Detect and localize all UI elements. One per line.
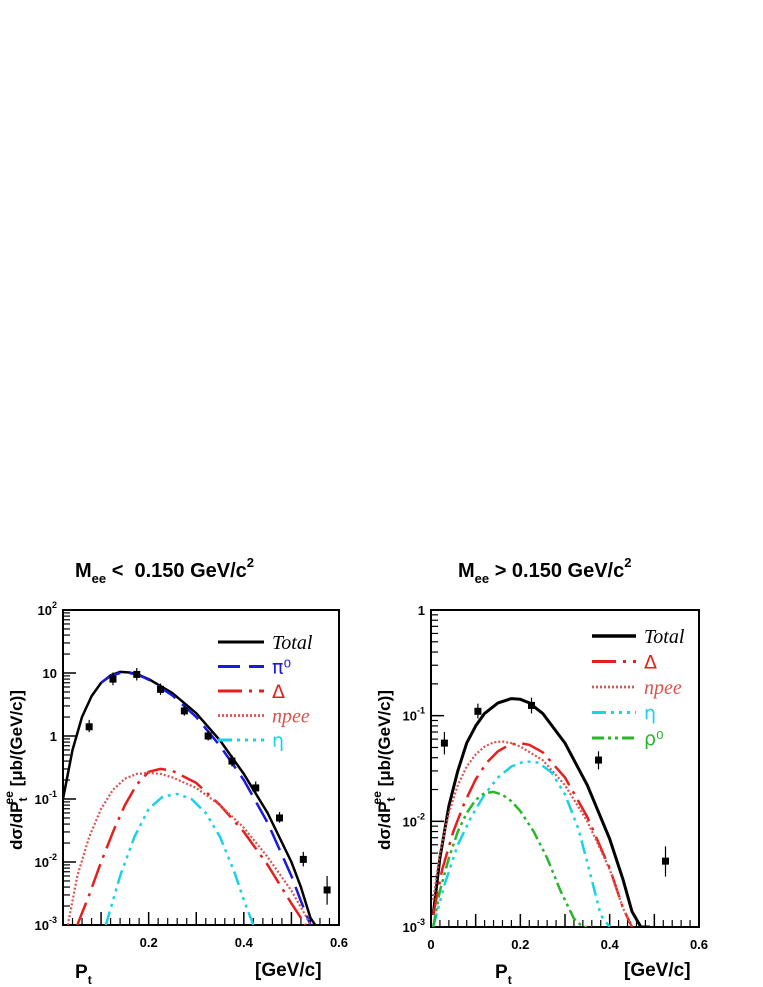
panel-left-data-point	[323, 886, 331, 894]
panel-right-legend-label-eta: η	[644, 703, 656, 725]
panel-right-legend-label-npee: npee	[644, 677, 682, 699]
panel-left-data-point	[204, 732, 212, 740]
panel-right-legend-label-total: Total	[644, 626, 685, 648]
panel-right-xlabel: Pt	[495, 962, 512, 987]
panel-right-data-point	[474, 707, 482, 715]
panel-left-xlabel: Pt	[75, 962, 92, 987]
panel-right-xunit: [GeV/c]	[624, 960, 691, 981]
panel-left-legend-label-total: Total	[272, 632, 313, 654]
panel-left-legend-label-delta: Δ	[272, 681, 285, 703]
panel-right-curve-npee	[432, 740, 633, 927]
panel-right-legend-label-delta: Δ	[644, 652, 657, 674]
panel-right-legend-label-rho0: ρ⁰	[644, 728, 664, 750]
panel-right-data-point	[528, 701, 535, 709]
panel-left-data-point	[133, 670, 141, 678]
panel-left-frame	[62, 609, 340, 926]
panel-left-curve-delta	[76, 767, 307, 925]
panel-left-legend-label-npee: npee	[272, 706, 310, 728]
panel-left-ytick-label: 10	[43, 666, 57, 681]
panel-left-xtick-label: 0.6	[330, 935, 348, 950]
panel-left-legend-label-eta: η	[272, 730, 284, 752]
panel-right-title: Mee > 0.150 GeV/c2	[458, 555, 631, 586]
panel-left-data-point	[109, 675, 117, 683]
panel-right-data-point	[662, 857, 669, 865]
panel-left-data-point	[276, 814, 284, 822]
panel-left-curve-eta	[104, 792, 255, 925]
panel-right-ytick-label: 1	[418, 603, 425, 618]
panel-left-data-point	[299, 855, 307, 863]
panel-right-frame	[430, 609, 700, 928]
panel-right-curve-total	[431, 697, 650, 927]
panel-right-ytick-label: 10-1	[403, 706, 425, 724]
panel-right-ytick-label: 10-3	[403, 917, 425, 935]
panel-left-curve-npee	[66, 771, 312, 925]
panel-right-curve-rho0	[431, 790, 592, 927]
panel-left-ytick-label: 10-1	[35, 789, 57, 807]
panel-right-data-point	[440, 739, 448, 747]
panel-right-ytick-label: 10-2	[403, 811, 425, 829]
panel-left-data-point	[228, 757, 236, 765]
panel-left-ytick-label: 10-2	[35, 852, 57, 870]
panel-right: Mee > 0.150 GeV/c2 dσ/dPtee [μb/(GeV/c)]…	[370, 555, 708, 987]
panel-left-data-point	[85, 723, 93, 731]
panel-left-legend-label-pi0: π⁰	[272, 657, 291, 679]
panel-left-xtick-label: 0.2	[140, 935, 158, 950]
panel-left-ylabel: dσ/dPtee [μb/(GeV/c)]	[2, 690, 30, 850]
panel-left-ytick-label: 1	[50, 729, 57, 744]
panel-right-xtick-label: 0.2	[511, 937, 529, 952]
panel-left-data-point	[157, 685, 165, 693]
panel-left-xtick-label: 0.4	[235, 935, 254, 950]
panel-left-ytick-label: 102	[38, 600, 57, 618]
panel-right-xtick-label: 0	[427, 937, 434, 952]
panel-left-xunit: [GeV/c]	[255, 960, 322, 981]
panel-right-ylabel: dσ/dPtee [μb/(GeV/c)]	[370, 690, 398, 850]
panel-right-xtick-label: 0.4	[601, 937, 620, 952]
panel-right-curve-eta	[431, 760, 611, 927]
panel-left: Mee < 0.150 GeV/c2 dσ/dPtee [μb/(GeV/c)]…	[2, 555, 348, 987]
panel-left-data-point	[252, 784, 260, 792]
panel-right-data-point	[595, 756, 602, 764]
panel-left-data-point	[180, 707, 188, 715]
panel-right-xtick-label: 0.6	[690, 937, 708, 952]
panel-left-ytick-label: 10-3	[35, 915, 57, 933]
panel-left-title: Mee < 0.150 GeV/c2	[75, 555, 254, 586]
